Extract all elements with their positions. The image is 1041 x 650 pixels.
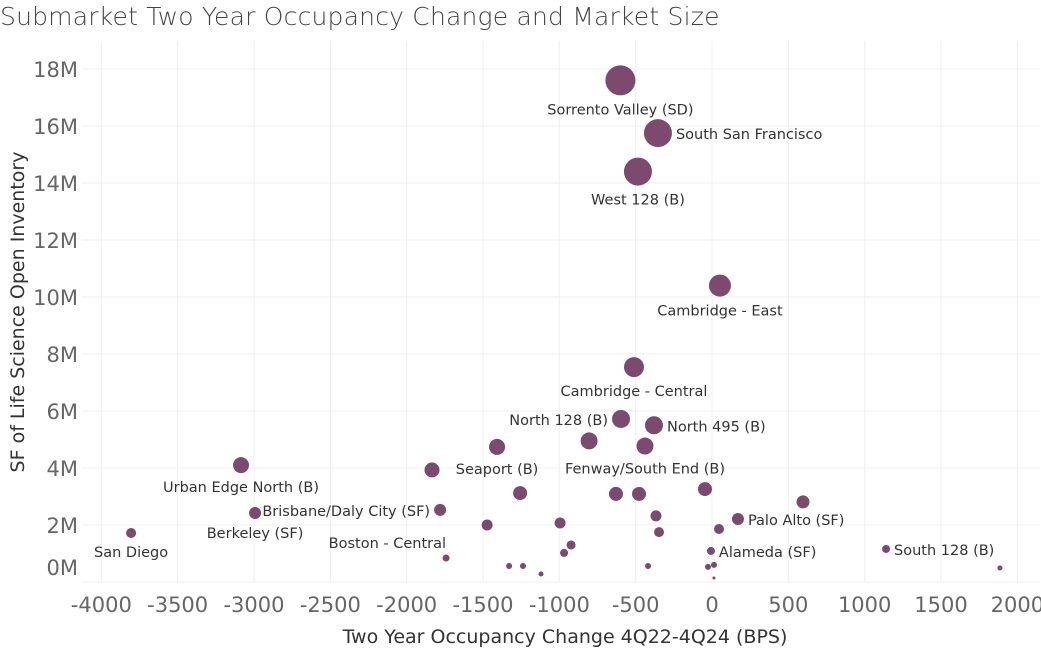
data-point: [706, 546, 715, 555]
data-label: Brisbane/Daly City (SF): [262, 504, 430, 520]
y-tick-label: 14M: [33, 172, 78, 196]
data-point: [636, 437, 654, 455]
x-axis-title: Two Year Occupancy Change 4Q22-4Q24 (BPS…: [342, 626, 788, 648]
x-tick-label: -4000: [71, 593, 132, 617]
data-label: Palo Alto (SF): [748, 513, 844, 529]
y-tick-label: 0M: [47, 556, 78, 580]
data-point: [997, 565, 1003, 571]
data-point: [513, 486, 528, 501]
data-label: Sorrento Valley (SD): [547, 102, 693, 118]
y-tick-label: 16M: [33, 115, 78, 139]
x-tick-label: -1000: [529, 593, 590, 617]
data-label: Cambridge - Central: [561, 384, 708, 400]
y-tick-label: 18M: [33, 58, 78, 82]
data-point: [233, 457, 250, 474]
data-label: South 128 (B): [894, 543, 994, 559]
data-label: Seaport (B): [456, 462, 539, 478]
y-tick-label: 8M: [47, 343, 78, 367]
data-label: South San Francisco: [676, 127, 822, 143]
data-point: [644, 416, 663, 435]
data-point: [632, 486, 647, 501]
data-point: [560, 548, 569, 557]
x-tick-label: -1500: [452, 593, 513, 617]
data-point: [654, 527, 665, 538]
data-label: Urban Edge North (B): [163, 480, 319, 496]
data-point: [710, 561, 717, 568]
data-point: [580, 432, 598, 450]
x-tick-label: 500: [768, 593, 808, 617]
data-point: [623, 157, 652, 186]
data-point: [434, 503, 447, 516]
data-label: West 128 (B): [591, 193, 685, 209]
x-tick-label: 0: [705, 593, 718, 617]
data-point: [650, 510, 662, 522]
x-tick-label: -3000: [223, 593, 284, 617]
x-tick-label: -2500: [300, 593, 361, 617]
data-point: [608, 486, 623, 501]
data-point: [554, 517, 566, 529]
data-point: [705, 563, 712, 570]
x-tick-label: 1500: [914, 593, 967, 617]
data-point: [519, 563, 526, 570]
y-tick-label: 6M: [47, 400, 78, 424]
data-point: [538, 571, 544, 577]
y-tick-label: 12M: [33, 229, 78, 253]
data-point: [489, 438, 506, 455]
data-label: North 495 (B): [667, 419, 766, 435]
data-point: [126, 527, 137, 538]
data-point: [645, 563, 652, 570]
data-point: [708, 274, 731, 297]
data-point: [697, 482, 712, 497]
data-label: North 128 (B): [509, 413, 608, 429]
x-tick-label: 2000: [991, 593, 1041, 617]
y-axis-title: SF of Life Science Open Inventory: [7, 152, 29, 473]
data-point: [249, 507, 262, 520]
data-point: [442, 554, 450, 562]
data-point: [623, 357, 644, 378]
y-tick-label: 4M: [47, 457, 78, 481]
x-tick-label: -2000: [376, 593, 437, 617]
x-tick-label: 1000: [838, 593, 891, 617]
data-label: Fenway/South End (B): [565, 462, 725, 478]
data-point: [796, 495, 810, 509]
data-point: [506, 563, 513, 570]
data-point: [731, 513, 744, 526]
data-point: [714, 523, 725, 534]
chart-title: Submarket Two Year Occupancy Change and …: [0, 2, 720, 31]
data-label: San Diego: [94, 545, 168, 561]
data-point: [424, 462, 440, 478]
y-tick-label: 2M: [47, 514, 78, 538]
data-point: [612, 409, 631, 428]
data-point: [605, 65, 636, 96]
data-label: Boston - Central: [329, 536, 446, 552]
data-point: [712, 576, 716, 580]
y-tick-label: 10M: [33, 286, 78, 310]
data-label: Cambridge - East: [657, 304, 783, 320]
data-point: [643, 119, 672, 148]
data-point: [481, 519, 493, 531]
data-label: Alameda (SF): [719, 545, 816, 561]
x-tick-label: -3500: [147, 593, 208, 617]
x-tick-label: -500: [612, 593, 660, 617]
data-point: [566, 540, 576, 550]
data-point: [882, 544, 891, 553]
data-label: Berkeley (SF): [207, 526, 304, 542]
